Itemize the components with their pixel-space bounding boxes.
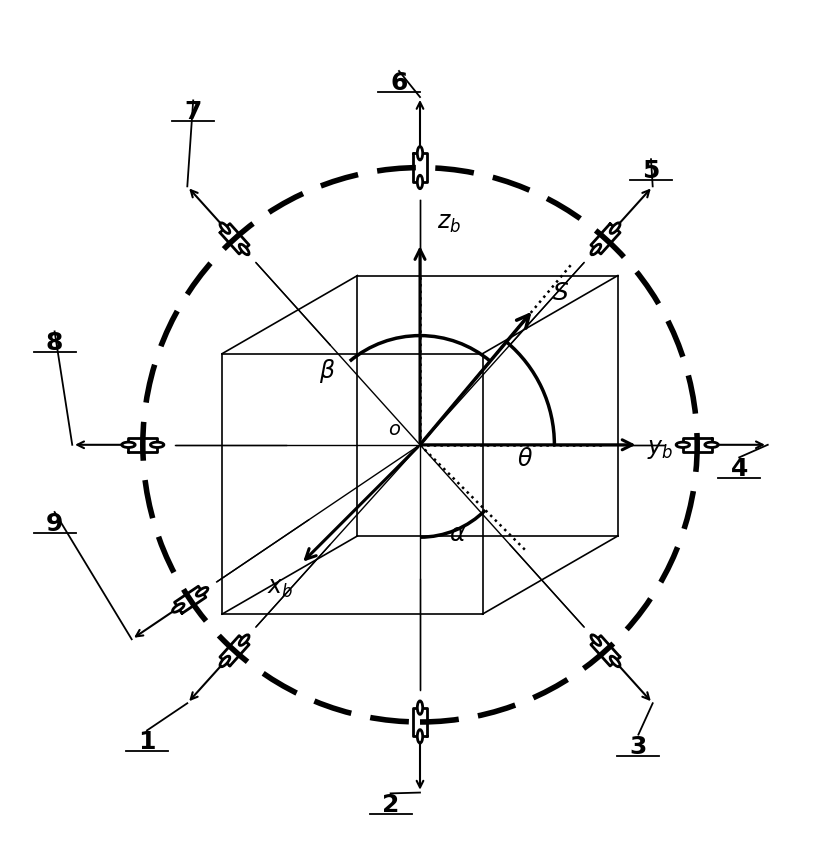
Text: $z_b$: $z_b$ [437,211,461,235]
Text: $\theta$: $\theta$ [517,447,533,471]
Ellipse shape [591,244,601,255]
Text: 3: 3 [630,734,647,758]
Ellipse shape [172,603,184,612]
Text: 1: 1 [139,730,155,754]
Ellipse shape [239,635,249,645]
Ellipse shape [220,657,230,667]
Ellipse shape [705,442,718,448]
Text: $y_b$: $y_b$ [647,437,673,461]
Text: $\alpha$: $\alpha$ [449,522,467,546]
Ellipse shape [676,442,690,448]
Ellipse shape [239,244,249,255]
Ellipse shape [417,729,423,743]
Text: $S$: $S$ [552,282,569,306]
Text: $\beta$: $\beta$ [319,357,335,384]
Ellipse shape [417,146,423,160]
Text: 6: 6 [391,71,407,95]
Ellipse shape [122,442,135,448]
Ellipse shape [150,442,164,448]
Text: 5: 5 [643,159,659,183]
Text: 7: 7 [185,100,202,124]
Text: $x_b$: $x_b$ [266,576,293,600]
Text: $o$: $o$ [388,419,402,439]
Ellipse shape [591,635,601,645]
Text: 2: 2 [382,794,399,817]
Text: 8: 8 [46,331,63,355]
Ellipse shape [610,657,620,667]
Text: 4: 4 [731,457,748,481]
Ellipse shape [610,223,620,234]
Ellipse shape [417,701,423,715]
Ellipse shape [417,175,423,188]
Ellipse shape [197,587,207,596]
Ellipse shape [220,223,230,234]
Text: 9: 9 [46,512,63,536]
